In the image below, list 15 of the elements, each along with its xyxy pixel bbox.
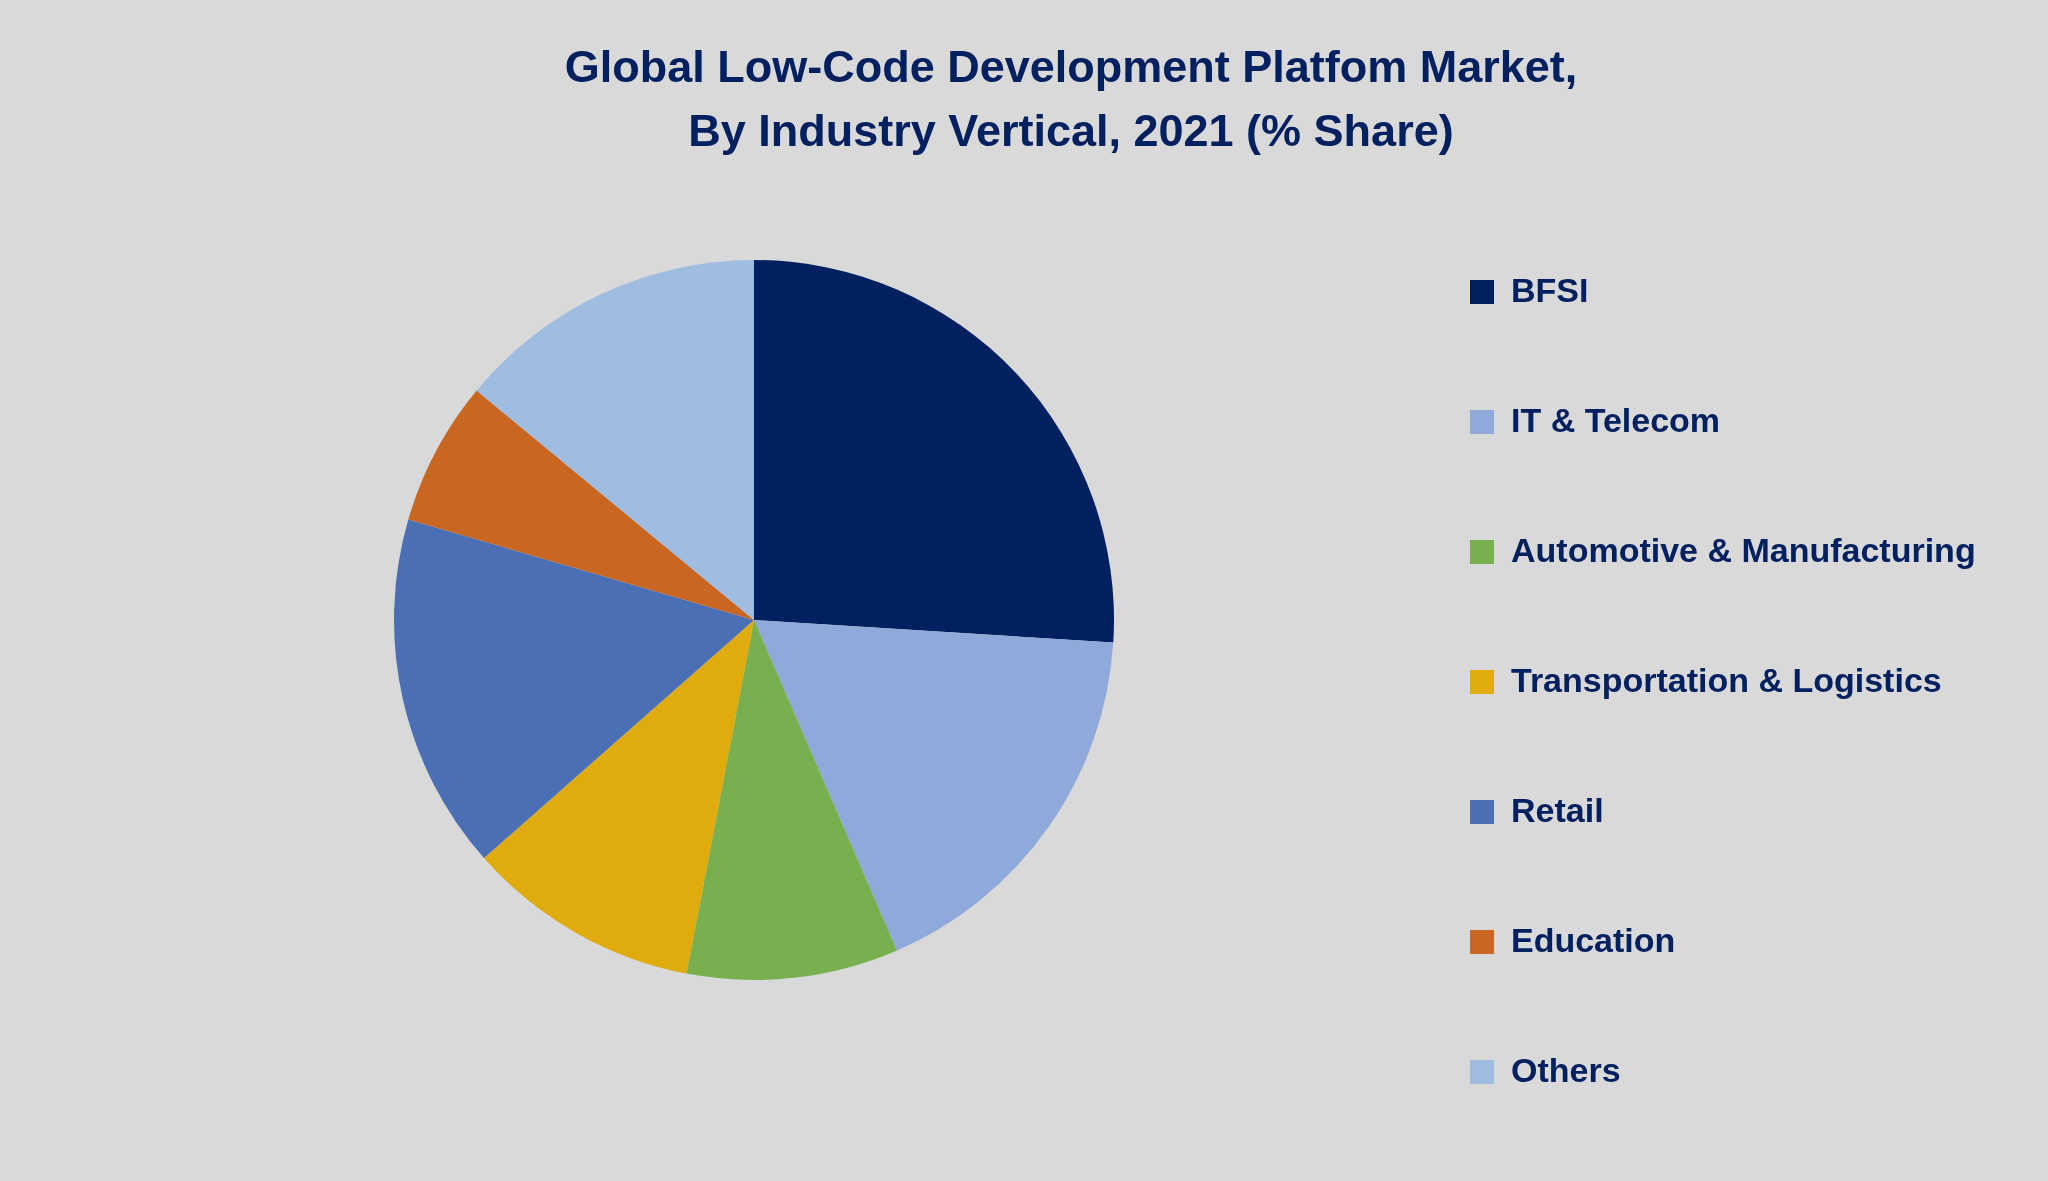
pie-slice bbox=[754, 260, 1114, 643]
pie-slice bbox=[394, 519, 754, 859]
chart-title: Global Low-Code Development Platfom Market, By Industry Vertical, 2021 (% Share) bbox=[564, 41, 1578, 156]
legend-label: Education bbox=[1511, 921, 1676, 959]
pie-slice bbox=[476, 260, 754, 620]
legend-label: Retail bbox=[1511, 791, 1604, 829]
legend-label: BFSI bbox=[1511, 271, 1589, 309]
pie-slice bbox=[686, 620, 897, 980]
legend-label: Others bbox=[1511, 1051, 1621, 1089]
pie-slice bbox=[408, 390, 754, 620]
pie-slice bbox=[483, 620, 754, 974]
pie-slice bbox=[754, 620, 1114, 951]
legend-label: IT & Telecom bbox=[1511, 401, 1721, 439]
legend-label: Transportation & Logistics bbox=[1511, 661, 1942, 699]
legend-label: Automotive & Manufacturing bbox=[1511, 531, 1976, 569]
